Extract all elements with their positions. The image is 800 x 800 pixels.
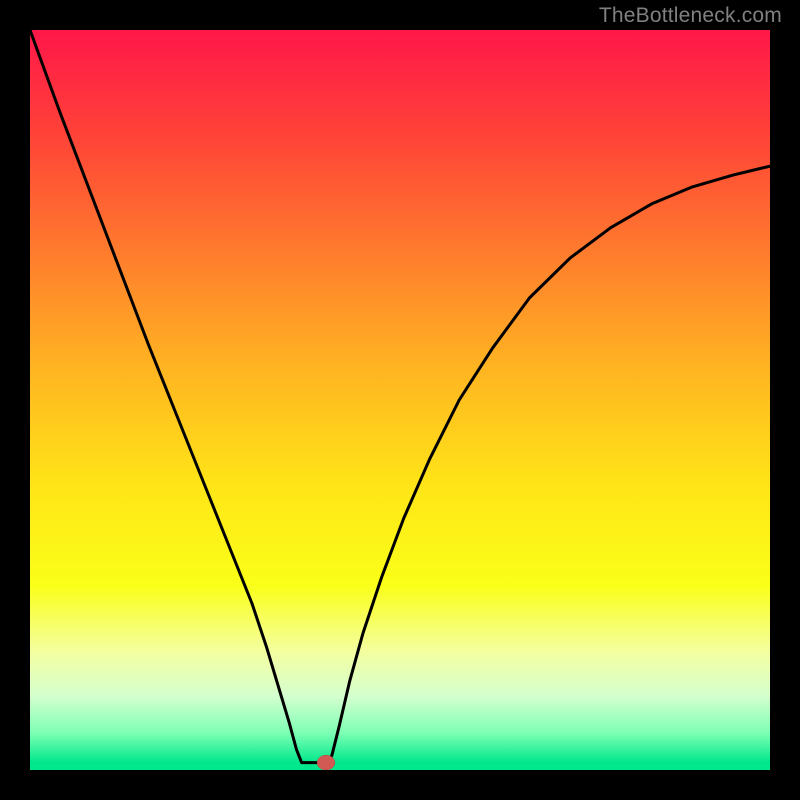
optimal-point-marker (317, 755, 335, 770)
watermark-text: TheBottleneck.com (599, 4, 782, 28)
bottleneck-chart (30, 30, 770, 770)
chart-svg (30, 30, 770, 770)
gradient-background (30, 30, 770, 770)
